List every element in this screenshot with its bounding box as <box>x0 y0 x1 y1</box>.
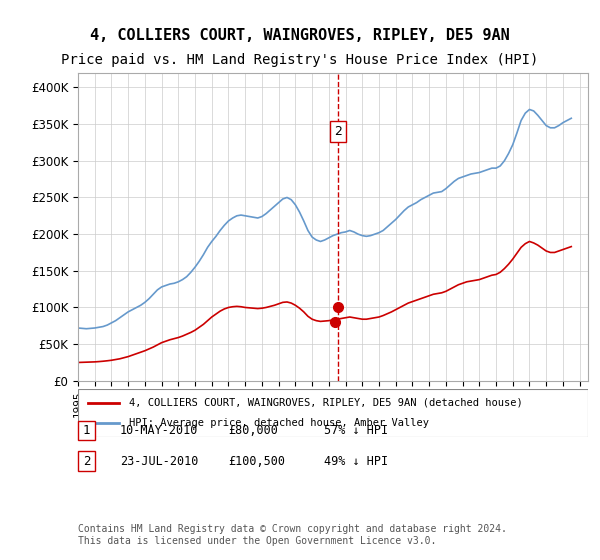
Text: 4, COLLIERS COURT, WAINGROVES, RIPLEY, DE5 9AN: 4, COLLIERS COURT, WAINGROVES, RIPLEY, D… <box>90 28 510 43</box>
Text: 2: 2 <box>83 455 90 468</box>
Text: £80,000: £80,000 <box>228 424 278 437</box>
Text: 4, COLLIERS COURT, WAINGROVES, RIPLEY, DE5 9AN (detached house): 4, COLLIERS COURT, WAINGROVES, RIPLEY, D… <box>129 398 523 408</box>
FancyBboxPatch shape <box>78 389 588 437</box>
Text: 23-JUL-2010: 23-JUL-2010 <box>120 455 199 468</box>
Text: Price paid vs. HM Land Registry's House Price Index (HPI): Price paid vs. HM Land Registry's House … <box>61 53 539 67</box>
Text: 57% ↓ HPI: 57% ↓ HPI <box>324 424 388 437</box>
Text: HPI: Average price, detached house, Amber Valley: HPI: Average price, detached house, Ambe… <box>129 418 429 428</box>
Text: 1: 1 <box>83 424 90 437</box>
Text: 49% ↓ HPI: 49% ↓ HPI <box>324 455 388 468</box>
Text: £100,500: £100,500 <box>228 455 285 468</box>
Text: 10-MAY-2010: 10-MAY-2010 <box>120 424 199 437</box>
Text: Contains HM Land Registry data © Crown copyright and database right 2024.
This d: Contains HM Land Registry data © Crown c… <box>78 524 507 546</box>
Text: 2: 2 <box>334 125 342 138</box>
